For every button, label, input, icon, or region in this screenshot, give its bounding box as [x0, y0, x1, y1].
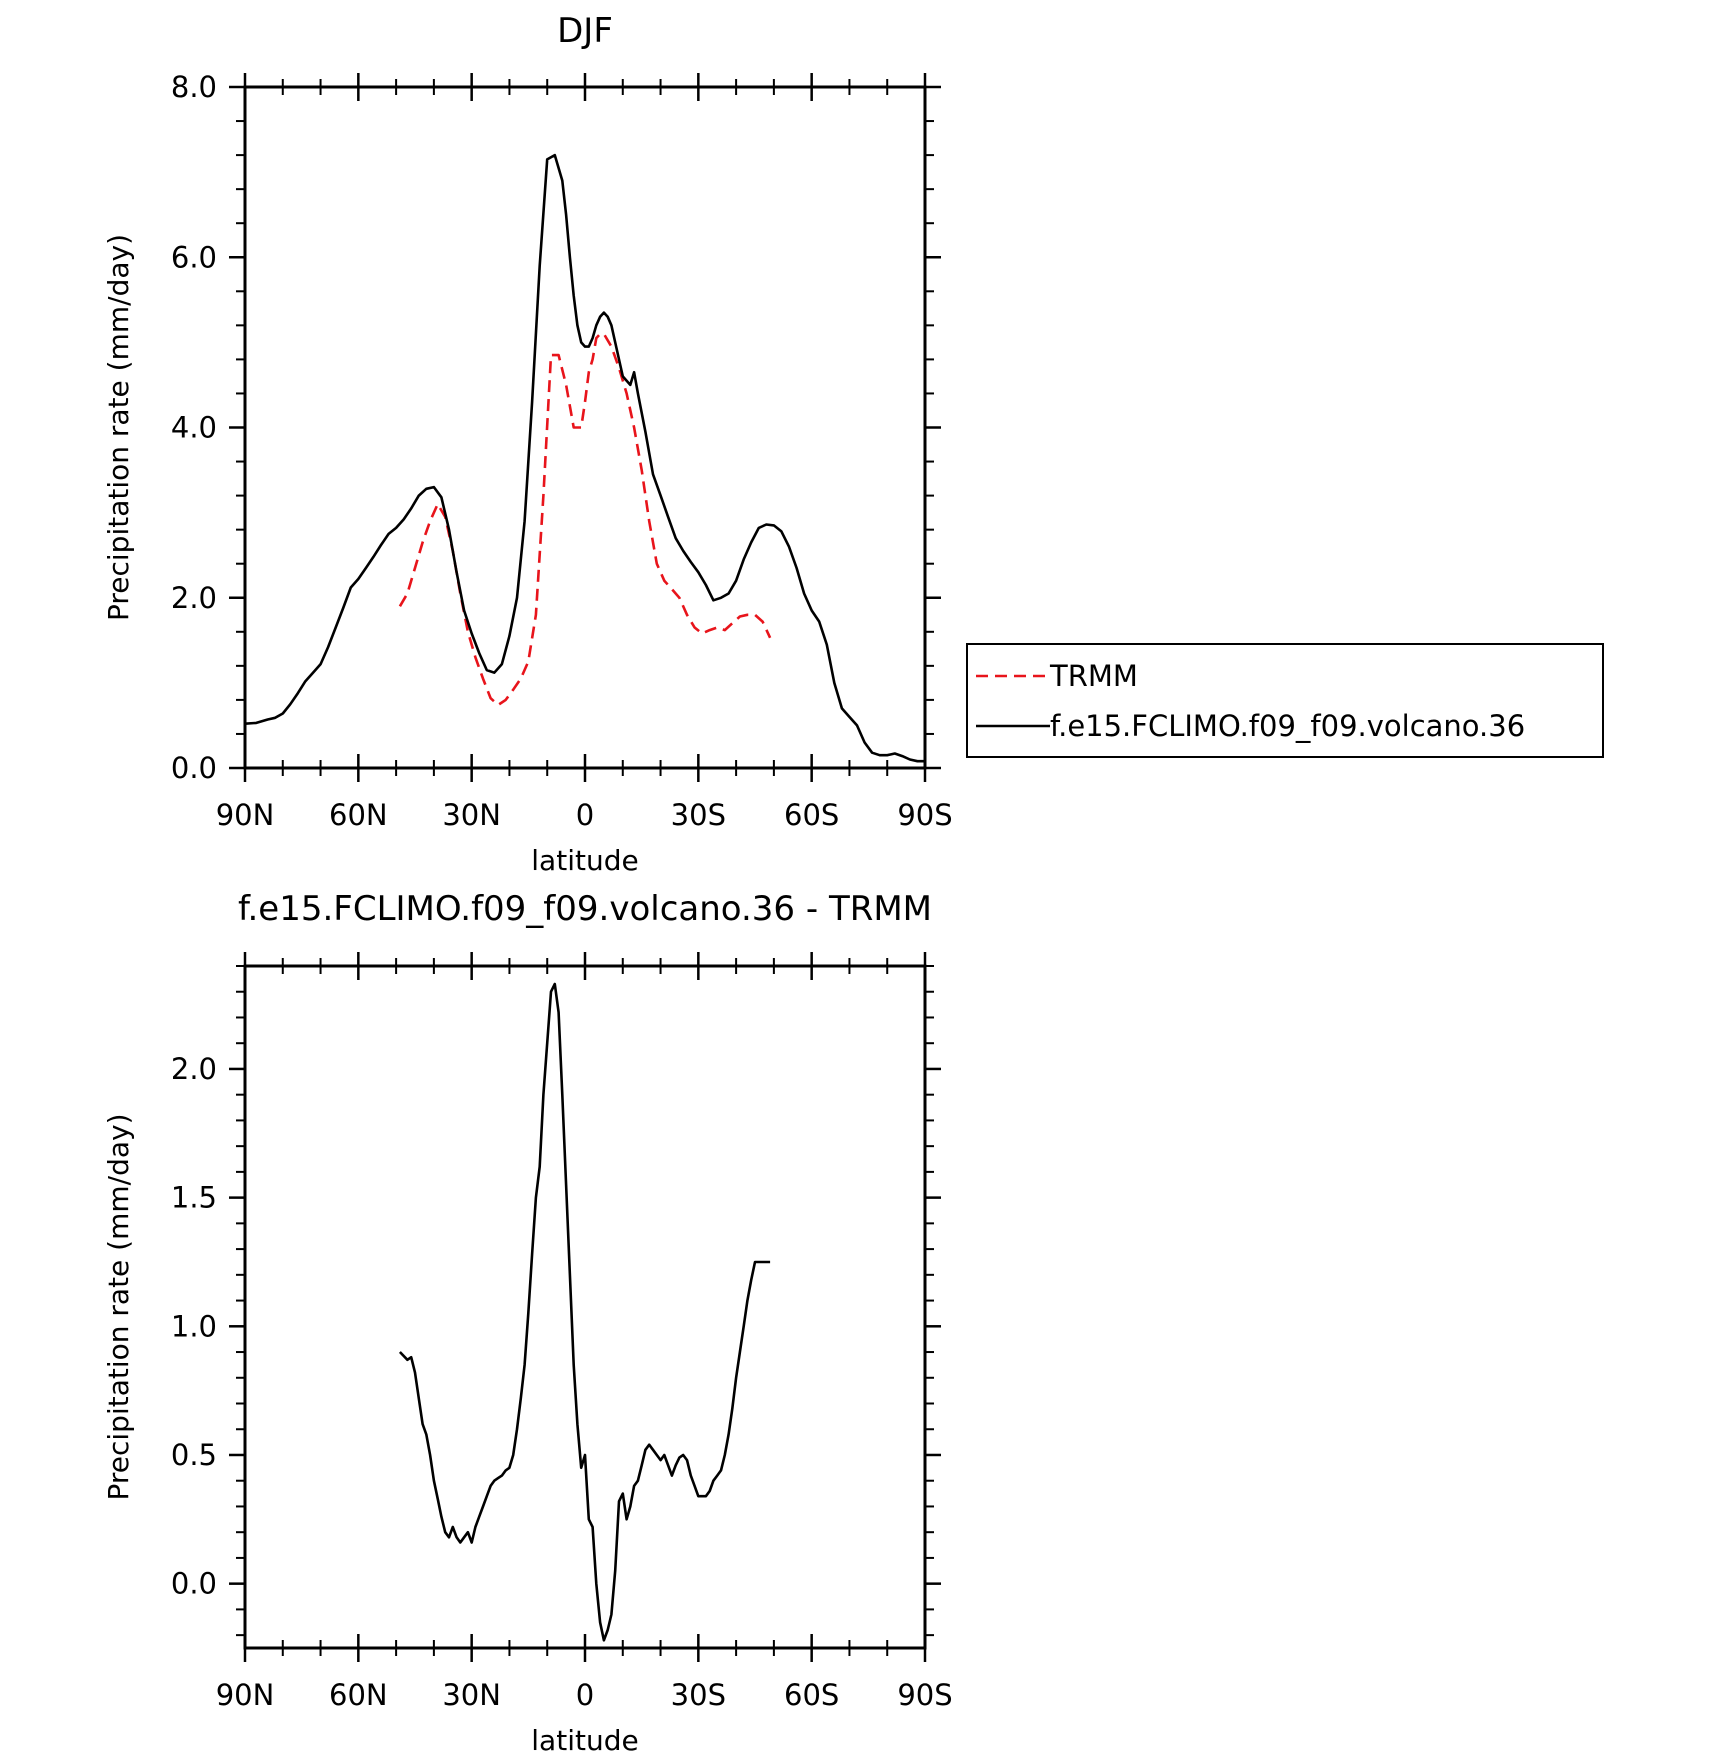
x-tick-label: 90N: [216, 1678, 275, 1712]
y-tick-label: 0.0: [171, 1567, 217, 1601]
y-tick-label: 2.0: [171, 581, 217, 615]
x-tick-label: 90N: [216, 798, 275, 832]
series-line-0: [398, 982, 771, 1642]
legend: TRMM f.e15.FCLIMO.f09_f09.volcano.36: [966, 643, 1604, 758]
x-tick-label: 90S: [897, 798, 952, 832]
x-tick-label: 60N: [329, 798, 388, 832]
bottom-panel: f.e15.FCLIMO.f09_f09.volcano.36 - TRMM 90…: [102, 889, 953, 1757]
chart-title: f.e15.FCLIMO.f09_f09.volcano.36 - TRMM: [238, 889, 932, 929]
x-tick-label: 30S: [671, 1678, 726, 1712]
plot-frame: [243, 85, 927, 770]
top-panel: DJF 90N 60N 30N 0 30S 60S 90S 0.0 2.0 4.0 6.0 8.0 lat…: [102, 11, 953, 877]
y-tick-label: 6.0: [171, 240, 217, 274]
y-tick-label: 8.0: [171, 70, 217, 104]
legend-box: [966, 643, 1604, 758]
x-tick-label: 60S: [784, 798, 839, 832]
y-tick-label: 2.0: [171, 1052, 217, 1086]
y-tick-label: 4.0: [171, 411, 217, 445]
series-line-1: [244, 153, 925, 763]
x-tick-label: 30N: [442, 798, 501, 832]
y-axis-label: Precipitation rate (mm/day): [102, 234, 135, 621]
x-tick-label: 90S: [897, 1678, 952, 1712]
legend-entry-label: TRMM: [1049, 659, 1138, 693]
x-tick-label: 60N: [329, 1678, 388, 1712]
y-tick-label: 1.0: [171, 1309, 217, 1343]
y-tick-label: 0.5: [171, 1438, 217, 1472]
chart-title: DJF: [557, 11, 613, 51]
legend-entry-label: f.e15.FCLIMO.f09_f09.volcano.36: [1050, 709, 1525, 743]
y-tick-label: 0.0: [171, 751, 217, 785]
x-axis-label: latitude: [531, 844, 638, 877]
x-tick-label: 30S: [671, 798, 726, 832]
x-tick-label: 30N: [442, 1678, 501, 1712]
x-axis-label: latitude: [531, 1724, 638, 1757]
y-axis-label: Precipitation rate (mm/day): [102, 1113, 135, 1500]
y-tick-label: 1.5: [171, 1181, 217, 1215]
x-tick-label: 60S: [784, 1678, 839, 1712]
x-tick-label: 0: [576, 1678, 594, 1712]
x-tick-label: 0: [576, 798, 594, 832]
plot-frame: [243, 964, 927, 1650]
series-line-0: [398, 332, 772, 707]
